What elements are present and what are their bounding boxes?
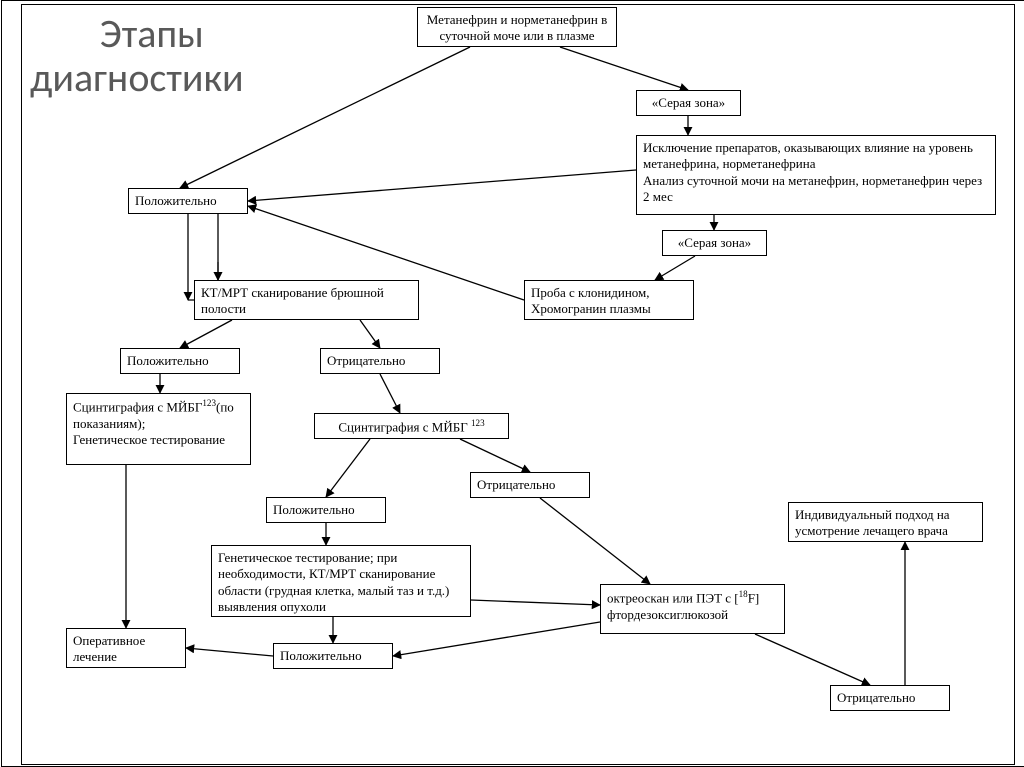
- node-genetic-ctmrt-region: Генетическое тестирование; при необходим…: [211, 545, 471, 617]
- node-gray-zone-1: «Серая зона»: [636, 90, 741, 116]
- node-positive-3: Положительно: [266, 497, 386, 523]
- title-line-2: диагностики: [30, 56, 244, 100]
- node-exclude-drugs: Исключение препаратов, оказывающих влиян…: [636, 135, 996, 215]
- page-title: Этапы диагностики: [60, 12, 244, 100]
- node-octreoscan-pet: октреоскан или ПЭТ с [18F] фтордезоксигл…: [600, 584, 785, 634]
- node-positive-4: Положительно: [273, 643, 393, 669]
- node-scinti-genetic: Сцинтиграфия с МЙБГ123(по показаниям);Ге…: [66, 393, 251, 465]
- node-clonidine-test: Проба с клонидином, Хромогранин плазмы: [524, 280, 694, 320]
- node-negative-3: Отрицательно: [830, 685, 950, 711]
- node-negative-2: Отрицательно: [470, 472, 590, 498]
- node-metanephrin: Метанефрин и норметанефрин в суточной мо…: [417, 7, 617, 47]
- node-negative-1: Отрицательно: [320, 348, 440, 374]
- title-line-1: Этапы: [60, 12, 244, 56]
- node-scinti-mibg: Сцинтиграфия с МЙБГ 123: [314, 413, 509, 439]
- node-individual-approach: Индивидуальный подход на усмотрение леча…: [788, 502, 983, 542]
- node-positive-1: Положительно: [128, 188, 248, 214]
- node-surgery: Оперативное лечение: [66, 628, 186, 668]
- node-gray-zone-2: «Серая зона»: [662, 230, 767, 256]
- node-ct-mrt-abdomen: КТ/МРТ сканирование брюшной полости: [194, 280, 419, 320]
- node-positive-2: Положительно: [120, 348, 240, 374]
